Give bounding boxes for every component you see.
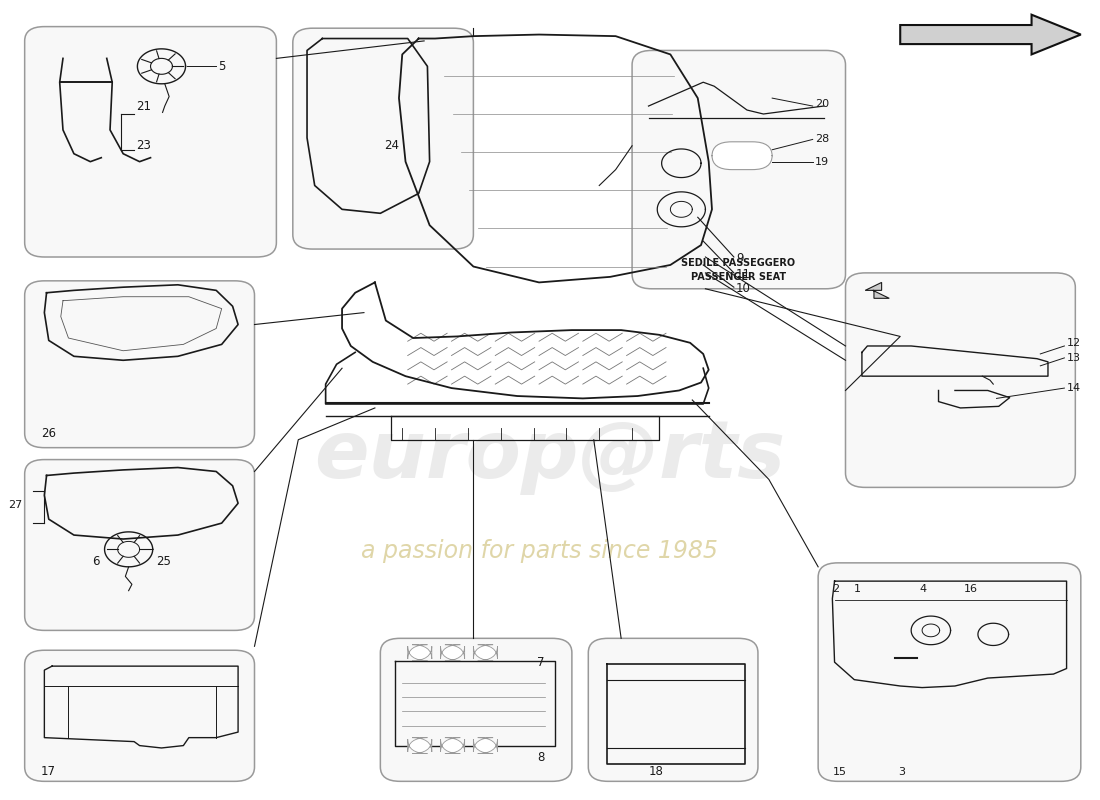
Text: 28: 28	[815, 134, 829, 145]
Text: a passion for parts since 1985: a passion for parts since 1985	[361, 539, 717, 563]
Text: 11: 11	[736, 268, 751, 281]
Text: 16: 16	[964, 584, 978, 594]
Text: 24: 24	[384, 139, 398, 152]
Text: 14: 14	[1067, 383, 1080, 393]
Polygon shape	[866, 282, 889, 298]
Text: 2: 2	[833, 584, 839, 594]
FancyBboxPatch shape	[846, 273, 1076, 487]
Text: 3: 3	[898, 766, 905, 777]
Text: 15: 15	[833, 766, 846, 777]
Text: 26: 26	[41, 427, 56, 440]
FancyBboxPatch shape	[408, 738, 432, 754]
Text: 21: 21	[136, 99, 152, 113]
FancyBboxPatch shape	[441, 645, 464, 661]
FancyBboxPatch shape	[381, 638, 572, 782]
FancyBboxPatch shape	[24, 26, 276, 257]
FancyBboxPatch shape	[473, 645, 497, 661]
Text: 8: 8	[537, 751, 544, 764]
FancyBboxPatch shape	[473, 738, 497, 754]
Text: SEDILE PASSEGGERO: SEDILE PASSEGGERO	[681, 258, 795, 268]
Text: 25: 25	[156, 554, 170, 568]
Text: 17: 17	[41, 766, 56, 778]
FancyBboxPatch shape	[712, 142, 772, 170]
FancyBboxPatch shape	[24, 650, 254, 782]
Text: 4: 4	[920, 584, 927, 594]
FancyBboxPatch shape	[632, 50, 846, 289]
Text: 7: 7	[537, 656, 544, 669]
Text: 18: 18	[649, 766, 663, 778]
FancyBboxPatch shape	[24, 281, 254, 448]
Text: 6: 6	[92, 554, 100, 568]
Text: 23: 23	[136, 139, 151, 152]
Text: 12: 12	[1067, 338, 1080, 348]
Text: PASSENGER SEAT: PASSENGER SEAT	[691, 272, 785, 282]
FancyBboxPatch shape	[818, 563, 1081, 782]
Text: europ@rts: europ@rts	[315, 417, 785, 494]
Text: 27: 27	[9, 500, 22, 510]
FancyBboxPatch shape	[408, 645, 432, 661]
Text: 5: 5	[219, 60, 225, 73]
Text: 10: 10	[736, 282, 751, 295]
Text: 19: 19	[815, 157, 829, 166]
FancyBboxPatch shape	[441, 738, 464, 754]
Text: 1: 1	[855, 584, 861, 594]
Text: 9: 9	[736, 252, 744, 265]
Polygon shape	[900, 14, 1081, 54]
Text: 13: 13	[1067, 353, 1080, 363]
Text: 20: 20	[815, 99, 829, 110]
FancyBboxPatch shape	[588, 638, 758, 782]
FancyBboxPatch shape	[24, 459, 254, 630]
FancyBboxPatch shape	[293, 28, 473, 249]
